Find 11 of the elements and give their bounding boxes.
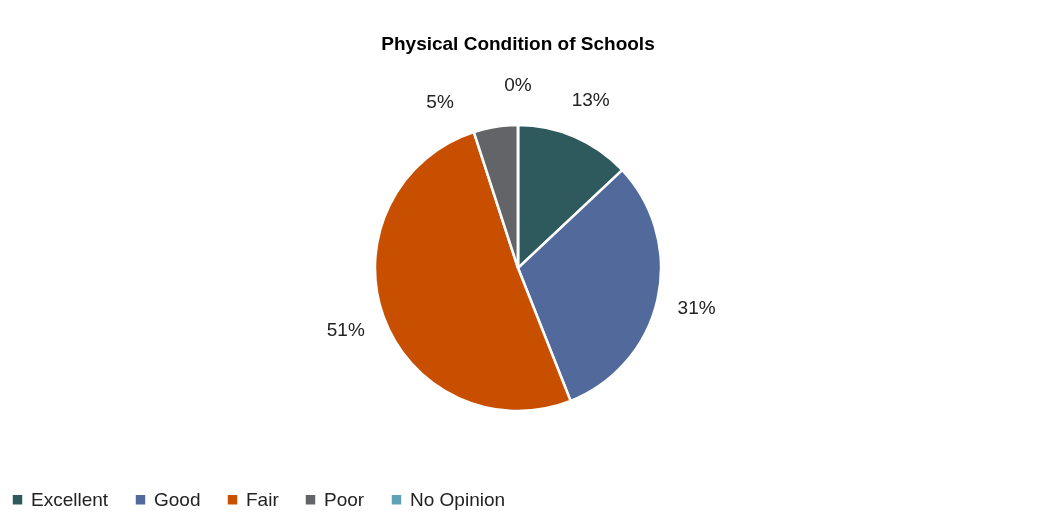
text: 0% bbox=[504, 74, 532, 95]
legend-label: Excellent bbox=[31, 488, 109, 510]
data-label: 31% bbox=[677, 296, 716, 318]
chart-title: Physical Condition of Schools bbox=[381, 33, 655, 54]
legend-label: Good bbox=[154, 488, 201, 510]
data-label: 51% bbox=[326, 318, 365, 340]
data-label: 13% bbox=[571, 89, 610, 111]
legend-label: Poor bbox=[324, 488, 365, 510]
legend-label: Fair bbox=[246, 488, 280, 510]
legend-label: No Opinion bbox=[410, 488, 506, 510]
data-label: 5% bbox=[426, 91, 454, 113]
